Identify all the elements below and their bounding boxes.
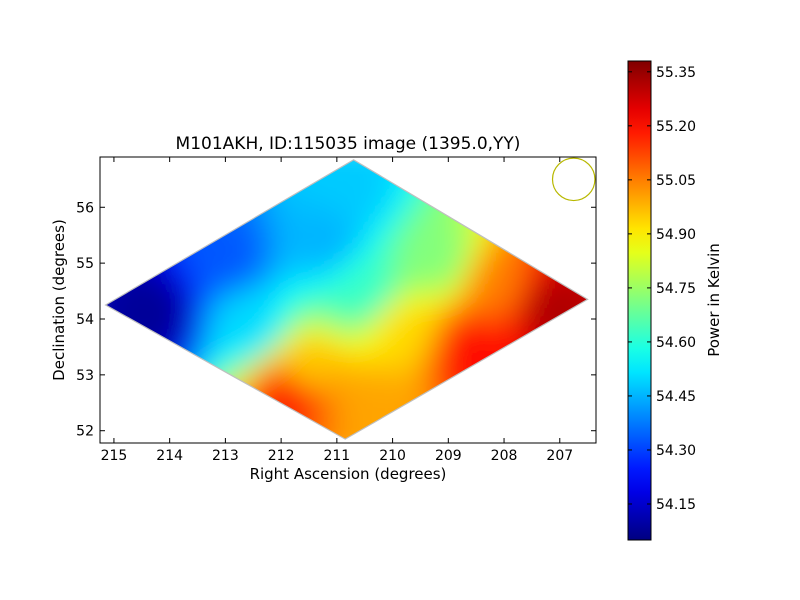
colorbar-tick-label: 54.60 xyxy=(656,335,696,351)
x-tick-label: 207 xyxy=(546,448,573,464)
colorbar-tick-label: 55.20 xyxy=(656,119,696,135)
colorbar-tick-label: 55.35 xyxy=(656,65,696,81)
x-axis: 215 214 213 212 211 210 209 208 207 xyxy=(101,157,573,464)
x-tick-label: 214 xyxy=(156,448,183,464)
x-tick-label: 209 xyxy=(435,448,462,464)
y-axis: 52 53 54 55 56 xyxy=(76,200,596,440)
y-tick-label: 53 xyxy=(76,368,94,384)
colorbar-tick-label: 54.15 xyxy=(656,497,696,513)
footprint-edge xyxy=(104,159,589,440)
colorbar: 54.15 54.30 54.45 54.60 54.75 54.90 55.05 55.20… xyxy=(627,60,723,541)
x-axis-label: Right Ascension (degrees) xyxy=(250,465,447,483)
x-tick-label: 208 xyxy=(491,448,518,464)
plot-frame xyxy=(99,156,597,444)
chart-title: M101AKH, ID:115035 image (1395.0,YY) xyxy=(176,134,521,154)
colorbar-ticks: 54.15 54.30 54.45 54.60 54.75 54.90 55.05 55.20… xyxy=(628,65,696,513)
x-tick-label: 210 xyxy=(379,448,406,464)
y-tick-label: 54 xyxy=(76,312,94,328)
colorbar-tick-label: 55.05 xyxy=(656,173,696,189)
y-tick-label: 55 xyxy=(76,256,94,272)
beam-circle xyxy=(551,157,596,202)
colorbar-tick-label: 54.75 xyxy=(656,281,696,297)
x-tick-label: 215 xyxy=(101,448,128,464)
y-tick-label: 52 xyxy=(76,424,94,440)
x-tick-label: 213 xyxy=(212,448,239,464)
colorbar-tick-label: 54.30 xyxy=(656,443,696,459)
x-tick-label: 212 xyxy=(268,448,295,464)
x-tick-label: 211 xyxy=(323,448,350,464)
y-tick-label: 56 xyxy=(76,200,94,216)
colorbar-label: Power in Kelvin xyxy=(705,243,723,357)
colorbar-tick-label: 54.90 xyxy=(656,227,696,243)
colorbar-tick-label: 54.45 xyxy=(656,389,696,405)
colorbar-gradient xyxy=(627,60,652,541)
plot-area: 215 214 213 212 211 210 209 208 207 52 53 54 55 56 xyxy=(76,156,597,464)
y-axis-label: Declination (degrees) xyxy=(50,219,68,381)
beam-marker xyxy=(551,157,596,202)
